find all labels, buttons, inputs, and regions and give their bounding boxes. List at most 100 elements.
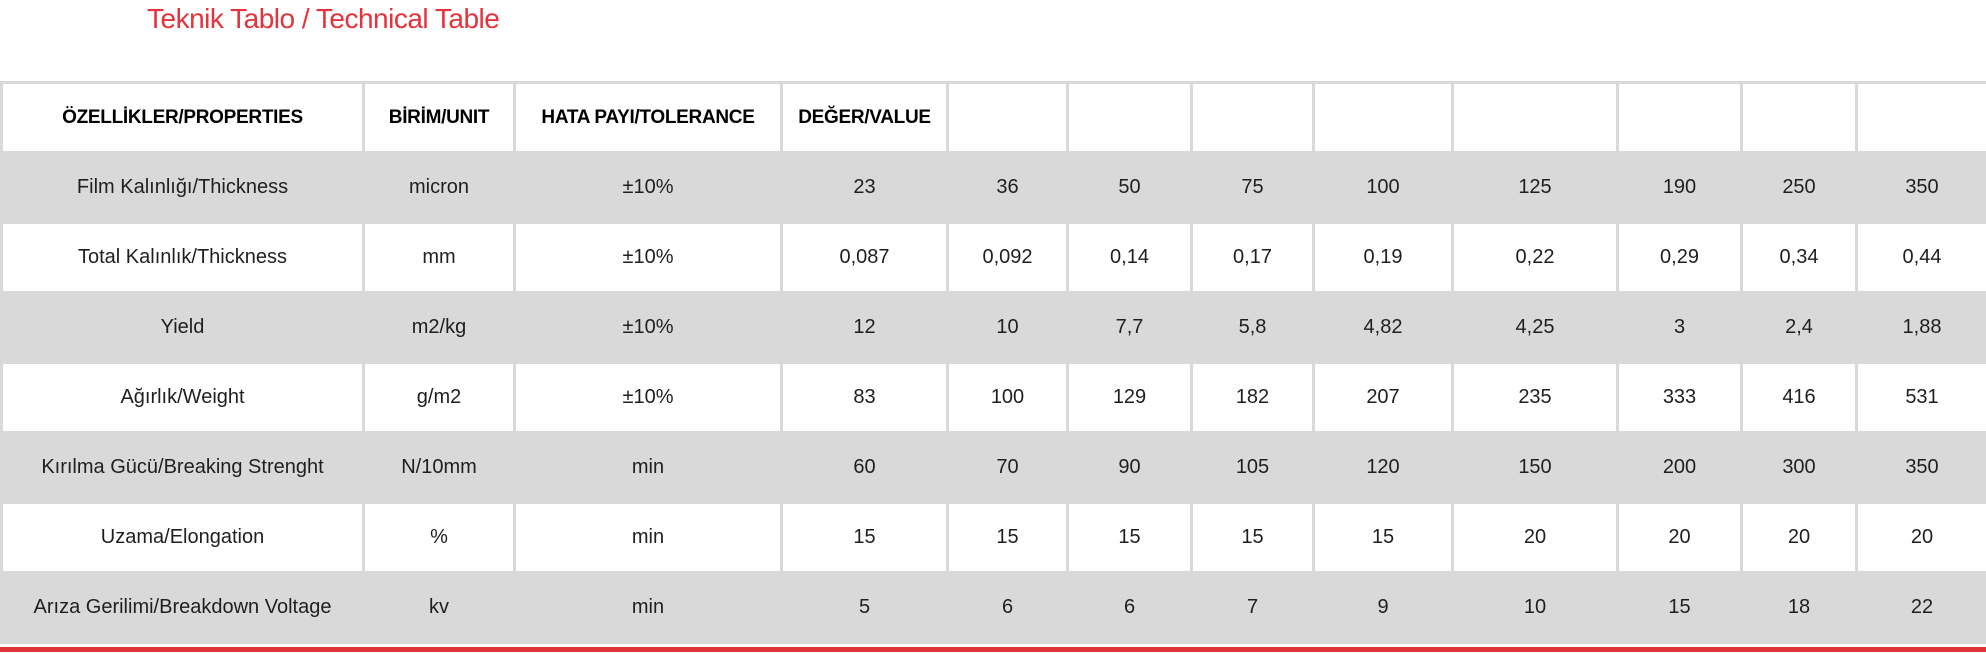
- table-row: Uzama/Elongation% min 15 15 15 15 15 20 20 20 20: [0, 501, 1986, 574]
- value-cell: 3: [1616, 291, 1743, 364]
- value-cell: 15: [780, 501, 949, 574]
- value-cell: 6: [1066, 571, 1193, 644]
- unit-cell: m2/kg: [362, 291, 516, 364]
- value-cell: 0,092: [946, 221, 1069, 294]
- header-cell: DEĞER/VALUE: [780, 81, 949, 154]
- value-cell: 350: [1855, 151, 1986, 224]
- value-cell: 83: [780, 361, 949, 434]
- table-row: Kırılma Gücü/Breaking Strenght N/10mm min 6…: [0, 431, 1986, 504]
- value-cell: 182: [1190, 361, 1315, 434]
- value-cell: 0,44: [1855, 221, 1986, 294]
- unit-cell: mm: [362, 221, 516, 294]
- value-cell: 22: [1855, 571, 1986, 644]
- value-cell: 12: [780, 291, 949, 364]
- value-cell: 5: [780, 571, 949, 644]
- value-cell: 7: [1190, 571, 1315, 644]
- value-cell: 60: [780, 431, 949, 504]
- value-cell: 350: [1855, 431, 1986, 504]
- value-cell: 190: [1616, 151, 1743, 224]
- header-cell: HATA PAYI/TOLERANCE: [513, 81, 783, 154]
- value-cell: 15: [1312, 501, 1454, 574]
- tolerance-cell: ±10%: [513, 151, 783, 224]
- value-cell: 100: [1312, 151, 1454, 224]
- header-cell: [1855, 81, 1986, 154]
- tolerance-cell: min: [513, 431, 783, 504]
- value-cell: 120: [1312, 431, 1454, 504]
- value-cell: 531: [1855, 361, 1986, 434]
- value-cell: 4,25: [1451, 291, 1619, 364]
- tolerance-cell: ±10%: [513, 361, 783, 434]
- unit-cell: micron: [362, 151, 516, 224]
- value-cell: 50: [1066, 151, 1193, 224]
- value-cell: 10: [1451, 571, 1619, 644]
- unit-cell: %: [362, 501, 516, 574]
- value-cell: 23: [780, 151, 949, 224]
- value-cell: 300: [1740, 431, 1858, 504]
- value-cell: 0,19: [1312, 221, 1454, 294]
- value-cell: 5,8: [1190, 291, 1315, 364]
- value-cell: 15: [1616, 571, 1743, 644]
- value-cell: 200: [1616, 431, 1743, 504]
- value-cell: 20: [1855, 501, 1986, 574]
- value-cell: 0,29: [1616, 221, 1743, 294]
- value-cell: 36: [946, 151, 1069, 224]
- bottom-accent-line: [0, 647, 1986, 652]
- value-cell: 90: [1066, 431, 1193, 504]
- header-cell: [946, 81, 1069, 154]
- value-cell: 2,4: [1740, 291, 1858, 364]
- value-cell: 70: [946, 431, 1069, 504]
- tolerance-cell: ±10%: [513, 291, 783, 364]
- value-cell: 207: [1312, 361, 1454, 434]
- property-cell: Uzama/Elongation: [0, 501, 365, 574]
- technical-table: ÖZELLİKLER/PROPERTIES BİRİM/UNIT HATA PAYI…: [0, 81, 1986, 644]
- value-cell: 1,88: [1855, 291, 1986, 364]
- value-cell: 416: [1740, 361, 1858, 434]
- value-cell: 18: [1740, 571, 1858, 644]
- value-cell: 20: [1740, 501, 1858, 574]
- table-container: ÖZELLİKLER/PROPERTIES BİRİM/UNIT HATA PAYI…: [0, 81, 1986, 652]
- value-cell: 15: [946, 501, 1069, 574]
- unit-cell: N/10mm: [362, 431, 516, 504]
- property-cell: Total Kalınlık/Thickness: [0, 221, 365, 294]
- page-title: Teknik Tablo / Technical Table: [147, 3, 500, 34]
- value-cell: 0,17: [1190, 221, 1315, 294]
- tolerance-cell: min: [513, 571, 783, 644]
- value-cell: 0,087: [780, 221, 949, 294]
- value-cell: 15: [1190, 501, 1315, 574]
- property-cell: Arıza Gerilimi/Breakdown Voltage: [0, 571, 365, 644]
- value-cell: 7,7: [1066, 291, 1193, 364]
- header-cell: [1451, 81, 1619, 154]
- unit-cell: kv: [362, 571, 516, 644]
- header-cell: BİRİM/UNIT: [362, 81, 516, 154]
- value-cell: 235: [1451, 361, 1619, 434]
- value-cell: 100: [946, 361, 1069, 434]
- value-cell: 15: [1066, 501, 1193, 574]
- header-cell: [1190, 81, 1315, 154]
- value-cell: 333: [1616, 361, 1743, 434]
- value-cell: 105: [1190, 431, 1315, 504]
- header-cell: [1066, 81, 1193, 154]
- property-cell: Kırılma Gücü/Breaking Strenght: [0, 431, 365, 504]
- table-row: Ağırlık/Weight g/m2 ±10% 83 100 129 182 207 235 3…: [0, 361, 1986, 434]
- value-cell: 20: [1616, 501, 1743, 574]
- table-row: Arıza Gerilimi/Breakdown Voltage kv min 5 6 6…: [0, 571, 1986, 644]
- property-cell: Film Kalınlığı/Thickness: [0, 151, 365, 224]
- header-cell: [1312, 81, 1454, 154]
- value-cell: 9: [1312, 571, 1454, 644]
- value-cell: 250: [1740, 151, 1858, 224]
- value-cell: 0,22: [1451, 221, 1619, 294]
- header-row: ÖZELLİKLER/PROPERTIES BİRİM/UNIT HATA PAYI…: [0, 81, 1986, 154]
- value-cell: 20: [1451, 501, 1619, 574]
- property-cell: Yield: [0, 291, 365, 364]
- value-cell: 10: [946, 291, 1069, 364]
- table-row: Film Kalınlığı/Thickness micron ±10% 23 36 50…: [0, 151, 1986, 224]
- value-cell: 150: [1451, 431, 1619, 504]
- property-cell: Ağırlık/Weight: [0, 361, 365, 434]
- tolerance-cell: ±10%: [513, 221, 783, 294]
- table-body: Film Kalınlığı/Thickness micron ±10% 23 36 50…: [0, 151, 1986, 644]
- header-cell: [1740, 81, 1858, 154]
- header-cell: [1616, 81, 1743, 154]
- value-cell: 0,34: [1740, 221, 1858, 294]
- value-cell: 0,14: [1066, 221, 1193, 294]
